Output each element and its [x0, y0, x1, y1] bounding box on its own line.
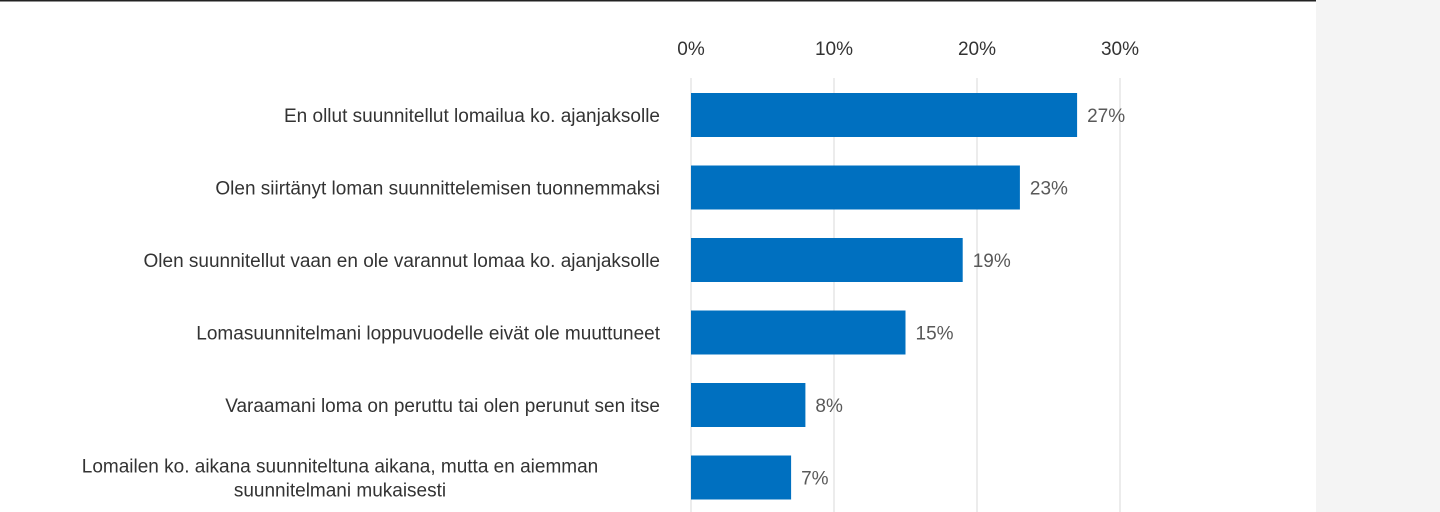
y-tick-label: Lomailen ko. aikana suunniteltuna aikana…: [82, 457, 599, 502]
bar: [691, 93, 1078, 137]
bar: [691, 238, 963, 282]
bar: [691, 455, 792, 500]
value-label: 19%: [973, 251, 1011, 272]
value-label: 23%: [1030, 179, 1068, 200]
y-tick-label: Varaamani loma on peruttu tai olen perun…: [225, 396, 660, 417]
y-tick-label: Lomasuunnitelmani loppuvuodelle eivät ol…: [196, 324, 660, 345]
value-label: 7%: [801, 469, 829, 490]
value-label: 15%: [916, 324, 954, 345]
x-tick-label: 0%: [677, 39, 705, 60]
x-tick-label: 30%: [1101, 39, 1139, 60]
x-tick-label: 10%: [815, 39, 853, 60]
bar: [691, 165, 1020, 210]
y-tick-label: En ollut suunnitellut lomailua ko. ajanj…: [284, 106, 660, 127]
side-panel: [1316, 0, 1440, 512]
x-tick-label: 20%: [958, 39, 996, 60]
value-label: 8%: [815, 396, 843, 417]
value-label: 27%: [1087, 106, 1125, 127]
y-tick-label: Olen suunnitellut vaan en ole varannut l…: [144, 251, 661, 272]
bar: [691, 310, 906, 355]
y-tick-label: Olen siirtänyt loman suunnittelemisen tu…: [215, 179, 660, 200]
bar: [691, 383, 806, 427]
